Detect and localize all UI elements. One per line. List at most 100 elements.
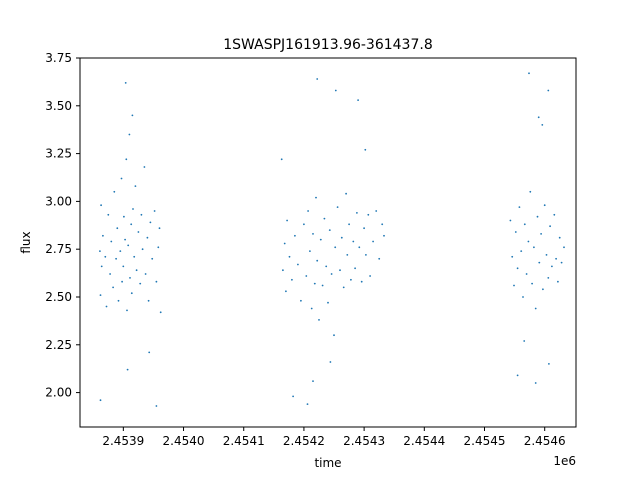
data-point: [151, 257, 154, 260]
data-point: [124, 238, 126, 241]
data-point: [511, 255, 514, 258]
data-point: [141, 248, 144, 251]
data-point: [102, 234, 104, 237]
data-point: [527, 240, 530, 243]
data-point: [155, 280, 158, 283]
data-point: [358, 246, 361, 249]
data-point: [525, 273, 528, 275]
data-point: [365, 254, 367, 256]
data-point: [333, 334, 335, 337]
data-point: [100, 204, 102, 207]
data-point: [119, 250, 122, 253]
data-point: [340, 236, 343, 239]
data-point: [381, 223, 384, 226]
data-point: [125, 158, 128, 161]
data-point: [139, 282, 142, 285]
data-point: [533, 246, 535, 249]
y-tick-label: 2.25: [45, 338, 72, 352]
data-point: [509, 219, 512, 222]
data-point: [99, 399, 102, 402]
data-point: [132, 208, 134, 210]
data-point: [113, 190, 116, 193]
data-point: [354, 267, 356, 270]
data-point: [115, 257, 117, 260]
x-tick-label: 2.4546: [524, 434, 566, 448]
y-tick-label: 3.75: [45, 51, 72, 65]
data-point: [560, 261, 563, 264]
data-point: [306, 403, 309, 405]
x-tick-label: 2.4541: [223, 434, 265, 448]
data-point: [328, 229, 331, 232]
data-point: [316, 78, 319, 80]
data-point: [334, 246, 337, 249]
data-point: [297, 263, 299, 266]
data-point: [523, 340, 526, 342]
data-point: [286, 219, 288, 222]
data-point: [130, 292, 133, 295]
y-tick-label: 2.75: [45, 242, 72, 256]
data-point: [280, 158, 283, 161]
data-point: [523, 223, 526, 226]
data-point: [319, 238, 322, 241]
data-point: [148, 351, 151, 354]
data-point: [318, 319, 320, 321]
data-point: [345, 192, 347, 195]
data-point: [325, 265, 328, 268]
y-tick-label: 3.25: [45, 147, 72, 161]
data-point: [117, 299, 120, 302]
data-point: [363, 227, 365, 230]
data-point: [555, 257, 557, 260]
data-point: [134, 185, 137, 188]
data-point: [159, 311, 162, 314]
data-point: [356, 212, 358, 214]
data-point: [518, 206, 521, 209]
x-tick-label: 2.4542: [283, 434, 325, 448]
data-point: [330, 273, 333, 275]
data-point: [522, 296, 524, 298]
data-point: [313, 282, 316, 285]
data-point: [140, 213, 143, 216]
data-point: [350, 278, 352, 281]
data-point: [551, 265, 553, 268]
data-point: [536, 215, 539, 218]
x-axis-ticks: 2.4539 2.4540 2.4541 2.4542 2.4543 2.4544 2.45…: [102, 427, 566, 448]
data-point: [352, 240, 355, 243]
data-point: [563, 246, 565, 249]
data-point: [528, 72, 530, 75]
data-point: [378, 257, 381, 260]
data-point: [126, 368, 129, 371]
data-point: [334, 89, 337, 92]
data-point: [549, 225, 551, 228]
y-tick-label: 2.00: [45, 386, 72, 400]
data-point: [149, 221, 152, 224]
data-point: [542, 288, 544, 291]
data-points: [99, 72, 565, 407]
data-point: [348, 223, 350, 226]
y-tick-label: 3.50: [45, 99, 72, 113]
data-point: [121, 280, 123, 283]
data-point: [309, 250, 311, 253]
data-point: [146, 236, 149, 239]
data-point: [99, 250, 101, 253]
data-point: [316, 259, 319, 262]
data-point: [547, 89, 550, 92]
data-point: [133, 255, 136, 258]
data-point: [375, 210, 378, 212]
data-point: [157, 246, 160, 249]
data-point: [109, 273, 111, 275]
data-point: [336, 206, 339, 209]
data-point: [323, 217, 326, 220]
data-point: [307, 210, 309, 212]
data-point: [153, 210, 156, 212]
data-point: [100, 265, 103, 268]
data-point: [105, 305, 108, 308]
data-point: [130, 223, 133, 226]
data-point: [516, 374, 519, 377]
data-point: [126, 309, 128, 312]
data-point: [516, 267, 519, 270]
data-point: [310, 307, 313, 310]
data-point: [364, 148, 367, 151]
data-point: [282, 269, 284, 272]
x-tick-label: 2.4545: [464, 434, 506, 448]
